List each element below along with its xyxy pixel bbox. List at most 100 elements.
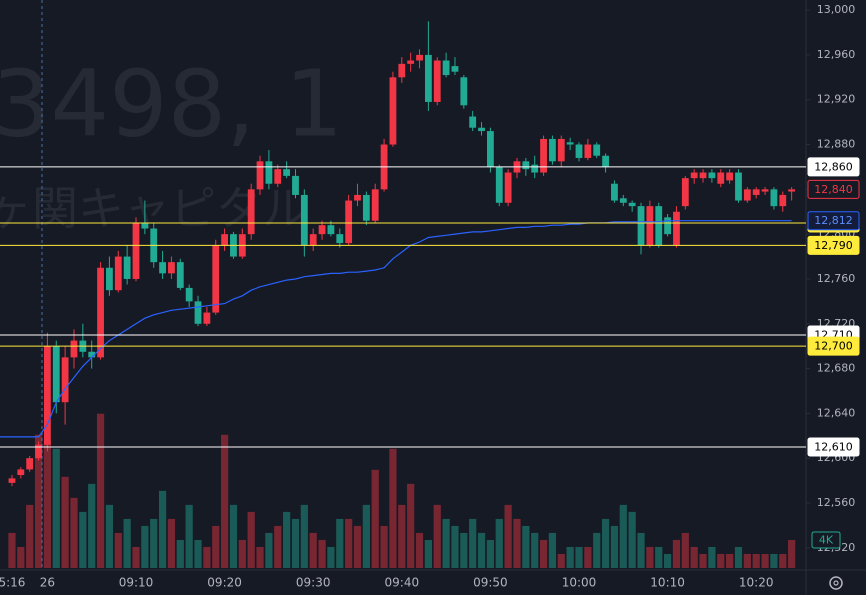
volume-bar xyxy=(504,504,512,568)
volume-bar xyxy=(442,518,450,568)
x-tick-label: 09:40 xyxy=(385,576,420,590)
volume-bar xyxy=(43,441,51,568)
candle-body xyxy=(44,346,51,445)
volume-bar xyxy=(247,511,255,568)
volume-bar xyxy=(17,546,25,568)
volume-bar xyxy=(327,546,335,568)
candle-body xyxy=(611,183,618,201)
candle-body xyxy=(168,262,175,274)
candle-body xyxy=(212,245,220,313)
watermark-symbol: 3498, 1 xyxy=(0,50,343,157)
volume-bar xyxy=(114,532,122,568)
candle-body xyxy=(194,301,202,324)
volume-bar xyxy=(167,518,176,568)
volume-bar xyxy=(221,434,229,568)
volume-bar xyxy=(283,511,291,568)
candle-body xyxy=(779,194,787,207)
candle-body xyxy=(106,267,113,291)
volume-bar xyxy=(469,518,477,568)
volume-bar xyxy=(477,532,486,568)
volume-bar xyxy=(424,539,432,568)
y-tick-label: 13,000 xyxy=(817,3,856,16)
volume-bar xyxy=(451,525,459,568)
volume-bar xyxy=(8,532,16,568)
volume-bar xyxy=(105,504,114,568)
volume-bar xyxy=(407,483,415,568)
candle-body xyxy=(646,206,654,246)
volume-bar xyxy=(681,532,689,568)
volume-bar xyxy=(531,532,539,568)
y-tick-label: 12,640 xyxy=(817,406,856,419)
x-tick-label: 26 xyxy=(40,576,55,590)
level-label: 12,610 xyxy=(814,441,853,454)
volume-bar xyxy=(389,448,397,568)
volume-bar xyxy=(26,504,34,568)
candle-body xyxy=(788,189,796,192)
volume-bar xyxy=(229,504,238,568)
volume-bar xyxy=(194,539,202,568)
settings-icon-core[interactable] xyxy=(833,580,839,586)
volume-bar xyxy=(495,518,503,568)
volume-bar xyxy=(743,553,751,568)
candle-body xyxy=(247,189,255,235)
volume-bar xyxy=(345,518,353,568)
candle-body xyxy=(26,458,34,470)
last-price-label: 12,840 xyxy=(814,183,853,196)
volume-bar xyxy=(371,469,379,568)
volume-bar xyxy=(548,532,557,568)
level-label: 12,700 xyxy=(814,340,853,353)
volume-bar xyxy=(734,546,743,568)
volume-bar xyxy=(150,518,158,568)
volume-bar xyxy=(96,413,105,568)
candle-body xyxy=(424,54,432,102)
candle-body xyxy=(504,172,512,203)
candle-body xyxy=(487,131,494,167)
volume-bar xyxy=(486,539,494,568)
volume-bar xyxy=(123,518,131,568)
volume-bar xyxy=(176,539,184,568)
volume-bar xyxy=(584,546,592,568)
vwap-box xyxy=(807,211,860,231)
volume-bar xyxy=(309,532,317,568)
candle-body xyxy=(97,267,104,358)
candle-body xyxy=(398,63,406,78)
candle-body xyxy=(292,175,299,195)
candle-body xyxy=(460,77,468,106)
candle-body xyxy=(309,234,317,246)
candle-body xyxy=(549,138,556,162)
x-tick-label: 09:30 xyxy=(296,576,331,590)
volume-bar xyxy=(274,525,282,568)
candle-body xyxy=(52,346,60,403)
volume-bar xyxy=(79,511,87,568)
settings-button[interactable] xyxy=(829,576,843,590)
volume-bar xyxy=(699,553,707,568)
y-tick-label: 12,960 xyxy=(817,48,856,61)
level-box xyxy=(807,437,860,457)
volume-bar xyxy=(770,553,778,568)
volume-bar xyxy=(256,546,264,568)
level-label: 12,860 xyxy=(814,160,853,173)
vwap-label: 12,812 xyxy=(814,214,853,227)
volume-bar xyxy=(522,525,530,568)
y-tick-label: 12,680 xyxy=(817,362,856,375)
candle-body xyxy=(699,172,707,179)
level-label: 12,790 xyxy=(814,239,853,252)
candle-body xyxy=(531,164,539,173)
candle-body xyxy=(637,206,645,246)
candle-body xyxy=(743,189,751,201)
volume-bar xyxy=(610,525,619,568)
volume-bar xyxy=(212,525,220,568)
y-tick-label: 12,880 xyxy=(817,138,856,151)
candle-body xyxy=(141,222,149,229)
volume-bar xyxy=(415,532,424,568)
candle-body xyxy=(17,469,25,476)
candle-body xyxy=(203,312,211,324)
settings-icon[interactable] xyxy=(829,576,843,590)
candle-body xyxy=(221,234,228,246)
volume-bar xyxy=(575,546,583,568)
x-tick-label: 09:10 xyxy=(119,576,154,590)
volume-bar xyxy=(664,553,672,568)
volume-bar xyxy=(362,504,370,568)
volume-bar xyxy=(34,434,43,568)
